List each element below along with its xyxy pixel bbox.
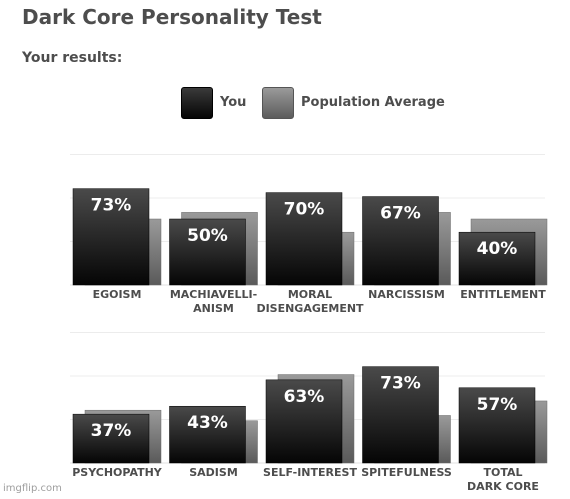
legend-label-population-average: Population Average xyxy=(301,95,445,110)
category-label-moral-disengagement: DISENGAGEMENT xyxy=(256,302,364,315)
data-label-total-dark-core: 57% xyxy=(477,395,518,415)
data-label-egoism: 73% xyxy=(91,196,132,216)
category-label-total-dark-core: TOTAL xyxy=(483,466,522,479)
data-label-sadism: 43% xyxy=(187,413,228,433)
category-label-spitefulness: SPITEFULNESS xyxy=(361,466,452,479)
bar-you-psychopathy xyxy=(72,413,150,464)
data-label-psychopathy: 37% xyxy=(91,421,132,441)
bar-you-self-interest xyxy=(265,379,343,464)
category-label-entitlement: ENTITLEMENT xyxy=(460,288,546,301)
legend-label-you: You xyxy=(220,95,247,110)
category-label-self-interest: SELF-INTEREST xyxy=(263,466,357,479)
data-label-entitlement: 40% xyxy=(477,239,518,259)
bar-you-egoism xyxy=(72,188,150,286)
data-label-moral-disengagement: 70% xyxy=(284,200,325,220)
category-label-total-dark-core: DARK CORE xyxy=(467,480,539,493)
category-label-machiavelli-anism: ANISM xyxy=(193,302,234,315)
category-label-moral-disengagement: MORAL xyxy=(288,288,332,301)
bar-you-machiavelli-anism xyxy=(169,218,246,286)
category-label-sadism: SADISM xyxy=(189,466,238,479)
results-heading: Your results: xyxy=(22,50,123,66)
imgflip-watermark: imgflip.com xyxy=(3,483,62,494)
bar-you-spitefulness xyxy=(362,366,439,464)
legend-swatch-you xyxy=(181,87,213,119)
category-label-psychopathy: PSYCHOPATHY xyxy=(72,466,163,479)
data-label-machiavelli-anism: 50% xyxy=(187,226,228,246)
bar-you-moral-disengagement xyxy=(265,192,343,286)
data-label-spitefulness: 73% xyxy=(380,374,421,394)
page-title: Dark Core Personality Test xyxy=(22,5,322,29)
legend-swatch-population-average xyxy=(262,87,294,119)
bar-you-sadism xyxy=(169,405,246,464)
data-label-self-interest: 63% xyxy=(284,387,325,407)
bar-you-narcissism xyxy=(362,196,439,286)
category-label-narcissism: NARCISSISM xyxy=(368,288,445,301)
category-label-egoism: EGOISM xyxy=(93,288,142,301)
bar-you-entitlement xyxy=(458,231,536,286)
category-label-machiavelli-anism: MACHIAVELLI- xyxy=(170,288,257,301)
bar-you-total-dark-core xyxy=(458,387,536,464)
data-label-narcissism: 67% xyxy=(380,204,421,224)
